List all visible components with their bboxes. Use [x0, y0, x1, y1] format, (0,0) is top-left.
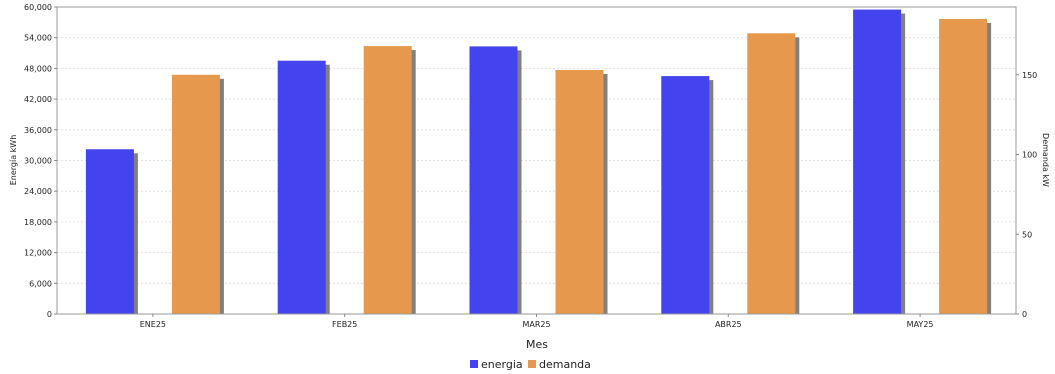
legend-swatch-demanda	[528, 360, 536, 368]
left-tick-label: 30,000	[24, 157, 52, 166]
right-tick-label: 0	[1022, 310, 1027, 319]
legend-swatch-energia	[470, 360, 478, 368]
bar-demanda	[171, 74, 220, 314]
bar-demanda	[747, 33, 796, 315]
x-tick-label: ABR25	[715, 320, 742, 329]
left-tick-label: 36,000	[24, 126, 52, 135]
left-tick-label: 0	[47, 310, 52, 319]
x-axis-title: Mes	[526, 338, 548, 351]
left-tick-label: 6,000	[29, 279, 52, 288]
bars-layer	[85, 9, 992, 315]
x-axis: ENE25 FEB25 MAR25 ABR25 MAY25	[140, 314, 934, 329]
left-tick-label: 24,000	[24, 187, 52, 196]
x-tick-label: ENE25	[140, 320, 166, 329]
left-tick-label: 18,000	[24, 218, 52, 227]
left-tick-label: 12,000	[24, 249, 52, 258]
legend-label-demanda: demanda	[539, 358, 591, 371]
bar-demanda	[555, 69, 604, 314]
right-axis-title: Demanda kW	[1041, 133, 1050, 187]
bar-energia	[853, 9, 902, 315]
left-axis: 0 6,000 12,000 18,000 24,000 30,000 36,000 42,0…	[24, 3, 57, 319]
right-tick-label: 50	[1022, 230, 1032, 239]
bar-energia	[469, 46, 518, 314]
right-tick-label: 150	[1022, 71, 1037, 80]
bar-energia	[85, 149, 134, 314]
left-tick-label: 48,000	[24, 64, 52, 73]
bar-demanda	[363, 46, 412, 315]
left-axis-title: Energía kWh	[9, 135, 18, 186]
left-tick-label: 42,000	[24, 95, 52, 104]
right-axis: 0 50 100 150	[1016, 71, 1037, 319]
legend-label-energia: energia	[481, 358, 523, 371]
bar-energia	[277, 60, 326, 314]
x-tick-label: MAY25	[907, 320, 934, 329]
left-tick-label: 60,000	[24, 3, 52, 12]
bar-energia	[661, 76, 710, 314]
x-tick-label: FEB25	[332, 320, 357, 329]
x-tick-label: MAR25	[522, 320, 550, 329]
legend: energia demanda	[470, 358, 591, 371]
left-tick-label: 54,000	[24, 34, 52, 43]
right-tick-label: 100	[1022, 151, 1037, 160]
bar-demanda	[939, 18, 988, 315]
